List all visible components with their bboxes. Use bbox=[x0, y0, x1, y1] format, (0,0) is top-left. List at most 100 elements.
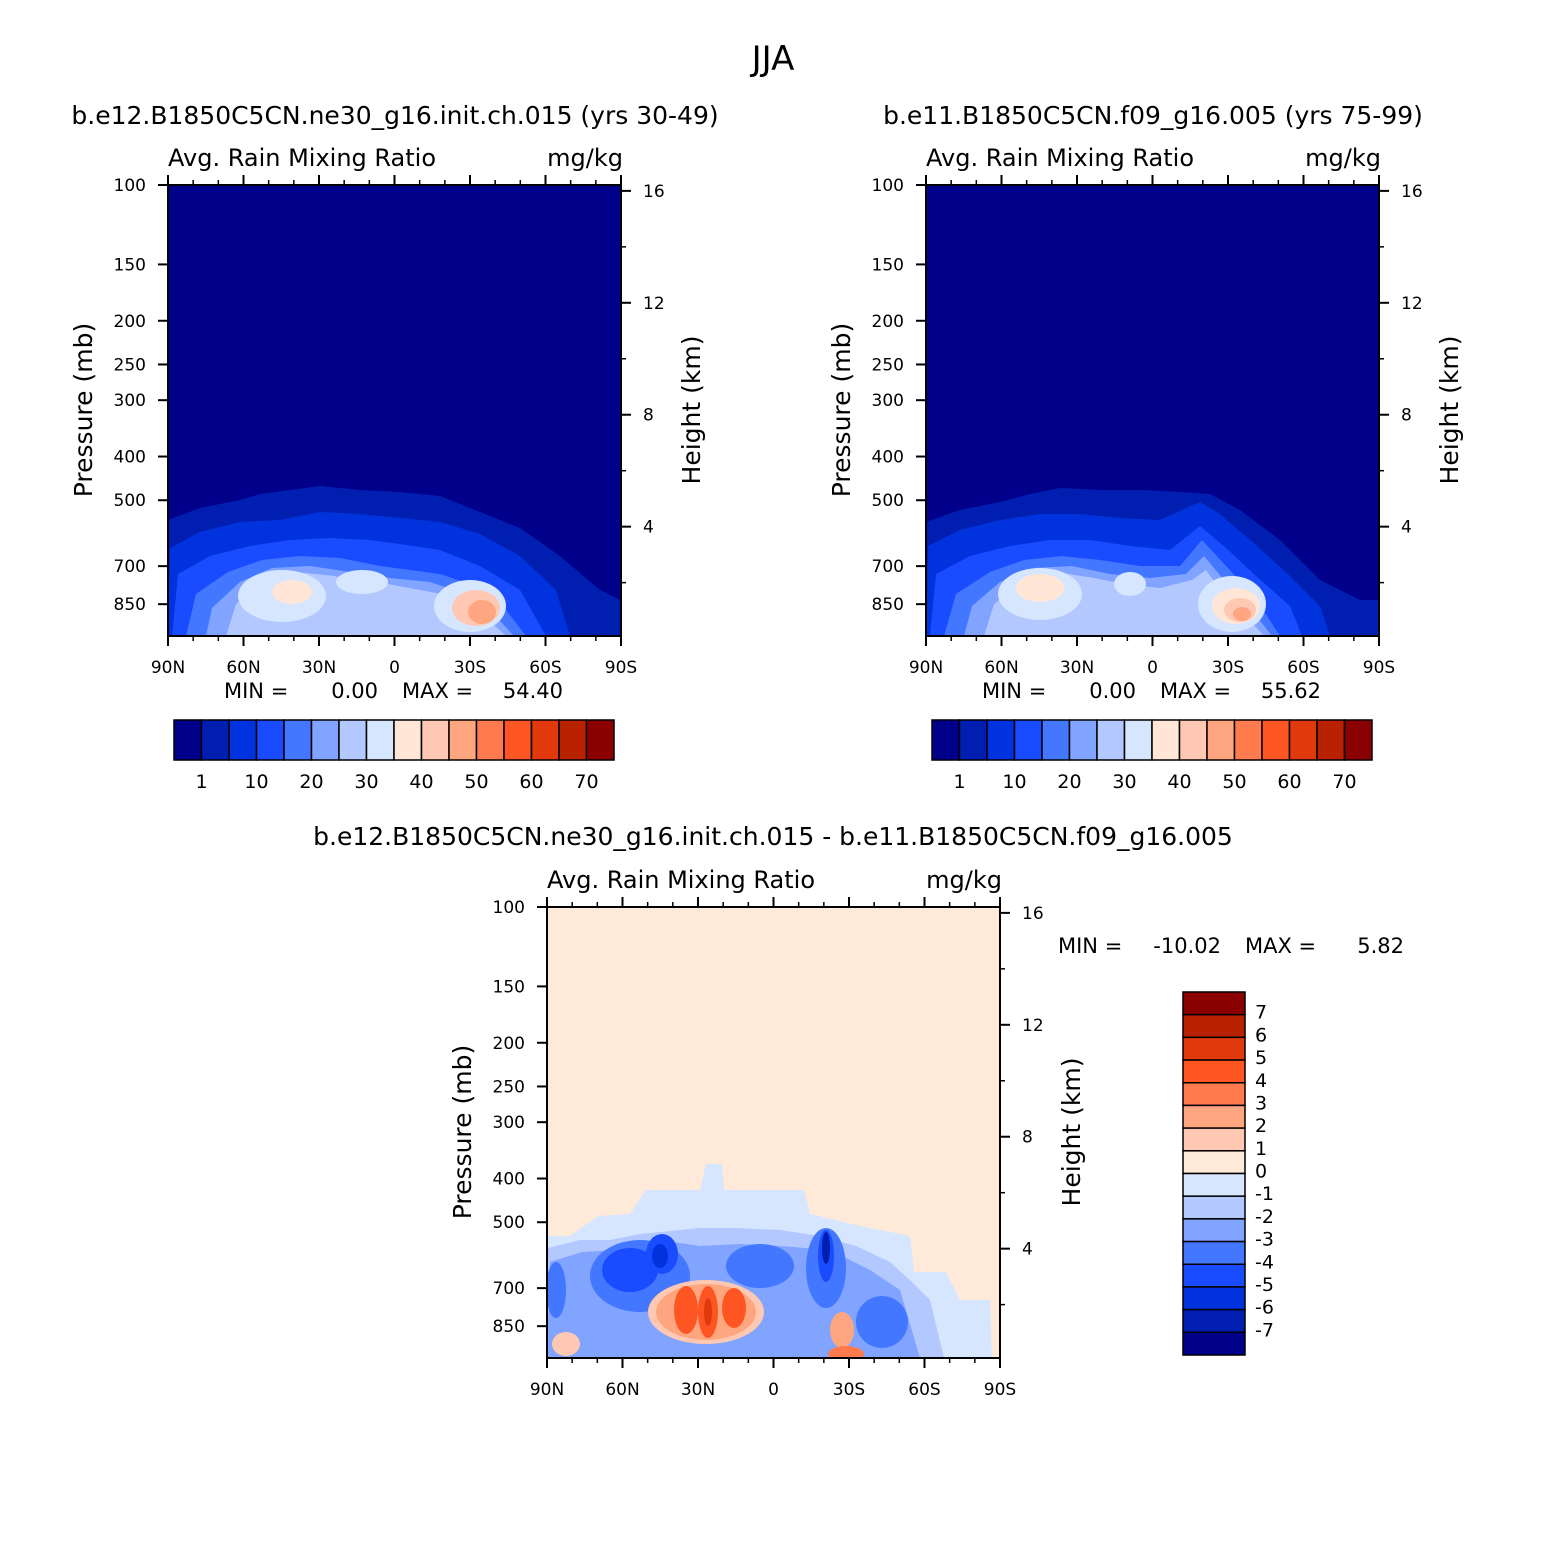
panel-2-variable: Avg. Rain Mixing Ratio bbox=[926, 144, 1194, 172]
panel-2-ylabel: Pressure (mb) bbox=[827, 323, 856, 497]
panel-3-units: mg/kg bbox=[926, 866, 1002, 894]
y-tick-label: 100 bbox=[872, 176, 904, 196]
colorbar-label: 40 bbox=[409, 771, 433, 793]
x-tick-label: 90S bbox=[1363, 658, 1395, 678]
colorbar-label: 6 bbox=[1255, 1024, 1267, 1046]
colorbar-label: 2 bbox=[1255, 1115, 1267, 1137]
y-tick-label: 400 bbox=[872, 448, 904, 468]
colorbar-swatch bbox=[1182, 1286, 1246, 1311]
colorbar-swatch bbox=[283, 719, 313, 761]
x-tick-label: 30N bbox=[1060, 658, 1094, 678]
panel-1-y2label: Height (km) bbox=[677, 336, 706, 485]
y-tick-label: 250 bbox=[114, 355, 146, 375]
panel-3-variable: Avg. Rain Mixing Ratio bbox=[547, 866, 815, 894]
y-tick-label: 500 bbox=[114, 491, 146, 511]
colorbar-label: 0 bbox=[1255, 1161, 1267, 1183]
colorbar-label: 20 bbox=[299, 771, 323, 793]
colorbar-swatch bbox=[931, 719, 961, 761]
panel-3-contour-pos-3-4-a bbox=[674, 1286, 698, 1334]
colorbar-label: 50 bbox=[464, 771, 488, 793]
y-tick-label: 250 bbox=[872, 355, 904, 375]
y2-tick-label: 16 bbox=[643, 182, 665, 202]
panel-3: b.e12.B1850C5CN.ne30_g16.init.ch.015 - b… bbox=[313, 822, 1404, 1400]
panel-3-contour-pos-4-5 bbox=[704, 1298, 712, 1326]
colorbar-swatch bbox=[1182, 1331, 1246, 1356]
colorbar-label: 1 bbox=[195, 771, 207, 793]
y2-tick-label: 16 bbox=[1401, 182, 1423, 202]
y-tick-label: 300 bbox=[493, 1113, 525, 1133]
colorbar-swatch bbox=[1182, 1150, 1246, 1175]
y-tick-label: 150 bbox=[114, 255, 146, 275]
panel-1-min-value: 0.00 bbox=[331, 679, 378, 703]
colorbar-swatch bbox=[1096, 719, 1126, 761]
panel-1-title: b.e12.B1850C5CN.ne30_g16.init.ch.015 (yr… bbox=[71, 101, 718, 130]
y2-tick-label: 12 bbox=[1401, 294, 1423, 314]
panel-3-title: b.e12.B1850C5CN.ne30_g16.init.ch.015 - b… bbox=[313, 822, 1233, 851]
y-tick-label: 100 bbox=[114, 176, 146, 196]
colorbar-swatch bbox=[1343, 719, 1373, 761]
panel-2-contour-30-35-a bbox=[1016, 574, 1064, 602]
colorbar-swatch bbox=[1182, 1195, 1246, 1220]
y2-tick-label: 4 bbox=[1401, 518, 1412, 538]
y-tick-label: 200 bbox=[114, 312, 146, 332]
colorbar-swatch bbox=[1182, 991, 1246, 1016]
panel-3-contour-neg-4-5-a bbox=[602, 1248, 658, 1292]
y-tick-label: 850 bbox=[872, 595, 904, 615]
colorbar-label: -1 bbox=[1255, 1183, 1274, 1205]
colorbar-swatch bbox=[1182, 1240, 1246, 1265]
y-tick-label: 500 bbox=[493, 1213, 525, 1233]
panel-3-contour-pos-south-b bbox=[828, 1346, 864, 1358]
panel-1: b.e12.B1850C5CN.ne30_g16.init.ch.015 (yr… bbox=[69, 101, 719, 793]
panel-1-max-value: 54.40 bbox=[503, 679, 563, 703]
colorbar-swatch bbox=[1182, 1218, 1246, 1243]
panel-2-contour-40-45 bbox=[1233, 607, 1251, 621]
colorbar-label: 50 bbox=[1222, 771, 1246, 793]
x-tick-label: 60N bbox=[984, 658, 1018, 678]
x-tick-label: 30N bbox=[302, 658, 336, 678]
colorbar-label: -7 bbox=[1255, 1319, 1274, 1341]
colorbar-label: 3 bbox=[1255, 1092, 1267, 1114]
colorbar-label: 60 bbox=[1277, 771, 1301, 793]
y2-tick-label: 16 bbox=[1022, 904, 1044, 924]
colorbar-swatch bbox=[200, 719, 230, 761]
panel-1-min-label: MIN = bbox=[224, 679, 288, 703]
x-tick-label: 90N bbox=[530, 1380, 564, 1400]
colorbar-swatch bbox=[1182, 1172, 1246, 1197]
y-tick-label: 300 bbox=[872, 391, 904, 411]
y2-tick-label: 12 bbox=[643, 294, 665, 314]
y-tick-label: 150 bbox=[493, 977, 525, 997]
colorbar-swatch bbox=[1041, 719, 1071, 761]
panel-2: b.e11.B1850C5CN.f09_g16.005 (yrs 75-99) … bbox=[827, 101, 1464, 793]
colorbar-swatch bbox=[558, 719, 588, 761]
panel-2-y2label: Height (km) bbox=[1435, 336, 1464, 485]
colorbar-swatch bbox=[1182, 1308, 1246, 1334]
panel-3-axes: 90N 60N 30N 0 30S 60S 90S 100 150 200 250 300 400 500… bbox=[493, 897, 1044, 1400]
panel-1-max-label: MAX = bbox=[402, 679, 473, 703]
x-tick-label: 90S bbox=[984, 1380, 1016, 1400]
y-tick-label: 400 bbox=[493, 1170, 525, 1190]
panel-3-min-label: MIN = bbox=[1058, 934, 1122, 958]
x-tick-label: 60S bbox=[1287, 658, 1319, 678]
colorbar-label: 10 bbox=[244, 771, 268, 793]
panel-2-min-value: 0.00 bbox=[1089, 679, 1136, 703]
colorbar-label: 40 bbox=[1167, 771, 1191, 793]
colorbar-swatch bbox=[448, 719, 478, 761]
colorbar-label: 70 bbox=[574, 771, 598, 793]
y2-tick-label: 8 bbox=[1022, 1128, 1033, 1148]
y-tick-label: 700 bbox=[872, 557, 904, 577]
colorbar-swatch bbox=[310, 719, 340, 761]
x-tick-label: 60N bbox=[605, 1380, 639, 1400]
panel-3-contour-neg-7 bbox=[822, 1232, 830, 1264]
y-tick-label: 700 bbox=[493, 1279, 525, 1299]
x-tick-label: 30S bbox=[454, 658, 486, 678]
panel-3-y2label: Height (km) bbox=[1057, 1058, 1086, 1207]
colorbar-swatch bbox=[475, 719, 505, 761]
colorbar-label: 60 bbox=[519, 771, 543, 793]
colorbar-label: -5 bbox=[1255, 1274, 1274, 1296]
y2-tick-label: 4 bbox=[1022, 1240, 1033, 1260]
panel-2-min-label: MIN = bbox=[982, 679, 1046, 703]
x-tick-label: 0 bbox=[768, 1380, 779, 1400]
x-tick-label: 90S bbox=[605, 658, 637, 678]
